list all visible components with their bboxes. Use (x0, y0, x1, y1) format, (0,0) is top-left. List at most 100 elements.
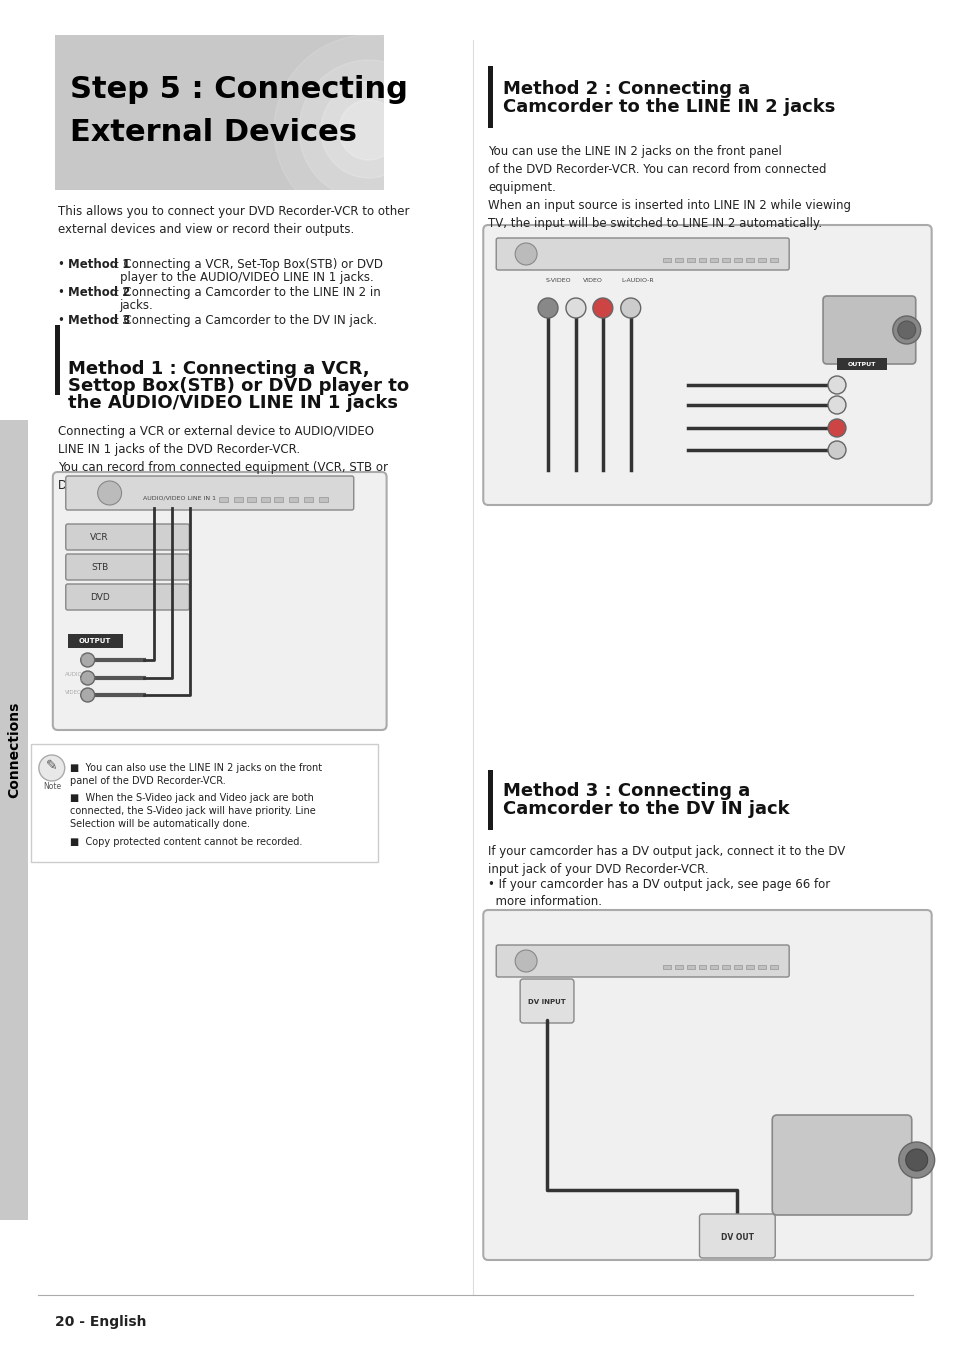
Text: L: L (80, 654, 83, 660)
Text: Method 1: Method 1 (68, 258, 130, 271)
Text: DVD: DVD (90, 592, 110, 602)
FancyBboxPatch shape (483, 911, 931, 1260)
Circle shape (39, 755, 65, 781)
Text: R: R (79, 679, 84, 684)
Text: L-AUDIO-R: L-AUDIO-R (620, 278, 654, 283)
Bar (710, 258, 718, 262)
Text: Note: Note (43, 782, 61, 791)
Text: Method 3 : Connecting a: Method 3 : Connecting a (502, 782, 750, 800)
Text: VCR: VCR (91, 533, 109, 541)
Text: : Connecting a Camcorder to the LINE IN 2 in: : Connecting a Camcorder to the LINE IN … (112, 286, 380, 299)
Circle shape (827, 397, 845, 414)
Text: jacks.: jacks. (119, 299, 153, 312)
Text: •: • (58, 258, 69, 271)
Bar (734, 965, 741, 969)
Bar (261, 496, 270, 502)
Bar (304, 496, 313, 502)
FancyBboxPatch shape (66, 584, 189, 610)
Text: OUTPUT: OUTPUT (78, 638, 111, 643)
Bar (769, 965, 778, 969)
Text: VIDEO: VIDEO (65, 691, 82, 696)
Circle shape (827, 420, 845, 437)
Text: AUDIO: AUDIO (65, 673, 83, 677)
Bar (721, 258, 730, 262)
Bar (233, 496, 243, 502)
Bar (686, 965, 694, 969)
Bar (698, 258, 706, 262)
Circle shape (898, 1143, 934, 1178)
Circle shape (274, 35, 463, 225)
Circle shape (298, 59, 438, 200)
Circle shape (892, 316, 920, 344)
Bar (745, 258, 754, 262)
Bar (274, 496, 283, 502)
Text: •: • (58, 286, 69, 299)
FancyBboxPatch shape (822, 295, 915, 364)
FancyBboxPatch shape (496, 946, 788, 977)
Circle shape (338, 100, 398, 161)
Text: player to the AUDIO/VIDEO LINE IN 1 jacks.: player to the AUDIO/VIDEO LINE IN 1 jack… (119, 271, 373, 285)
Circle shape (97, 482, 121, 505)
Text: : Connecting a Camcorder to the DV IN jack.: : Connecting a Camcorder to the DV IN ja… (112, 314, 376, 326)
Circle shape (827, 441, 845, 459)
Text: Method 1 : Connecting a VCR,: Method 1 : Connecting a VCR, (68, 360, 369, 378)
Bar (758, 258, 765, 262)
Bar (698, 965, 706, 969)
Bar (318, 496, 328, 502)
Text: DV INPUT: DV INPUT (528, 1000, 565, 1005)
FancyBboxPatch shape (66, 476, 354, 510)
Bar (721, 965, 730, 969)
Text: 20 - English: 20 - English (54, 1315, 146, 1329)
Bar (662, 965, 670, 969)
Bar (289, 496, 297, 502)
Text: • If your camcorder has a DV output jack, see page 66 for
  more information.: • If your camcorder has a DV output jack… (488, 878, 830, 908)
Bar (745, 965, 754, 969)
Text: Step 5 : Connecting: Step 5 : Connecting (70, 76, 407, 104)
FancyBboxPatch shape (488, 66, 493, 128)
FancyBboxPatch shape (54, 35, 383, 190)
Text: the AUDIO/VIDEO LINE IN 1 jacks: the AUDIO/VIDEO LINE IN 1 jacks (68, 394, 397, 411)
Bar (836, 357, 886, 370)
Bar (686, 258, 694, 262)
Bar (662, 258, 670, 262)
Text: Method 2: Method 2 (68, 286, 130, 299)
Bar (247, 496, 255, 502)
Circle shape (537, 298, 558, 318)
Circle shape (897, 321, 915, 339)
Bar (734, 258, 741, 262)
Bar (219, 496, 228, 502)
FancyBboxPatch shape (66, 523, 189, 550)
FancyBboxPatch shape (483, 225, 931, 505)
Text: External Devices: External Devices (70, 117, 356, 147)
Text: Camcorder to the LINE IN 2 jacks: Camcorder to the LINE IN 2 jacks (502, 98, 835, 116)
Bar (674, 965, 681, 969)
Bar (769, 258, 778, 262)
Text: Settop Box(STB) or DVD player to: Settop Box(STB) or DVD player to (68, 376, 409, 395)
Circle shape (620, 298, 640, 318)
Text: This allows you to connect your DVD Recorder-VCR to other
external devices and v: This allows you to connect your DVD Reco… (58, 205, 409, 236)
Circle shape (515, 243, 537, 264)
Text: : Connecting a VCR, Set-Top Box(STB) or DVD: : Connecting a VCR, Set-Top Box(STB) or … (112, 258, 382, 271)
FancyBboxPatch shape (771, 1116, 911, 1215)
Text: You can use the LINE IN 2 jacks on the front panel
of the DVD Recorder-VCR. You : You can use the LINE IN 2 jacks on the f… (488, 144, 850, 229)
FancyBboxPatch shape (0, 420, 28, 1219)
FancyBboxPatch shape (488, 770, 493, 830)
Text: ■  You can also use the LINE IN 2 jacks on the front
panel of the DVD Recorder-V: ■ You can also use the LINE IN 2 jacks o… (70, 764, 321, 786)
Circle shape (515, 950, 537, 973)
Bar (758, 965, 765, 969)
Circle shape (592, 298, 612, 318)
Text: If your camcorder has a DV output jack, connect it to the DV
input jack of your : If your camcorder has a DV output jack, … (488, 844, 844, 876)
Text: Connections: Connections (7, 701, 21, 799)
FancyBboxPatch shape (496, 237, 788, 270)
Text: Method 3: Method 3 (68, 314, 130, 326)
Circle shape (81, 688, 94, 701)
FancyBboxPatch shape (52, 472, 386, 730)
FancyBboxPatch shape (699, 1214, 775, 1259)
Text: OUTPUT: OUTPUT (847, 362, 875, 367)
Text: STB: STB (91, 563, 108, 572)
Text: S-VIDEO: S-VIDEO (544, 278, 570, 283)
Text: DV OUT: DV OUT (720, 1233, 753, 1241)
Text: Camcorder to the DV IN jack: Camcorder to the DV IN jack (502, 800, 789, 817)
Bar (674, 258, 681, 262)
FancyBboxPatch shape (66, 554, 189, 580)
